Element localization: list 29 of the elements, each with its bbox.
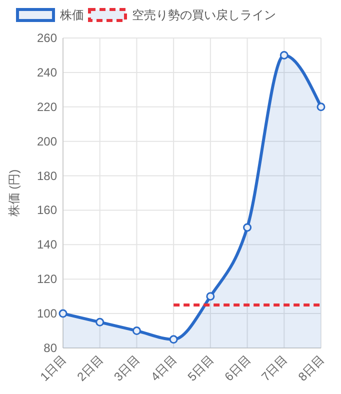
y-tick-label: 260 xyxy=(36,31,58,45)
point xyxy=(132,326,141,336)
x-tick-label: 8日目 xyxy=(296,352,328,384)
y-tick-label: 160 xyxy=(36,203,58,218)
y-tick-label: 120 xyxy=(36,272,58,286)
y-tick-label: 80 xyxy=(44,341,58,355)
y-tick-label: 100 xyxy=(36,306,58,321)
x-tick-label: 7日目 xyxy=(258,352,290,384)
x-tick-label: 2日目 xyxy=(74,352,106,384)
x-tick-label: 6日目 xyxy=(222,352,254,384)
point xyxy=(169,335,178,344)
y-tick-label: 220 xyxy=(36,100,58,114)
y-tick-label: 240 xyxy=(36,65,58,80)
y-axis-title: 株価 (円) xyxy=(7,169,21,218)
point xyxy=(96,318,104,326)
legend-label: 株価 xyxy=(59,8,84,22)
point xyxy=(206,292,215,301)
x-tick-label: 3日目 xyxy=(111,352,143,384)
legend-label: 空売り勢の買い戻しライン xyxy=(132,8,276,22)
point xyxy=(58,309,68,318)
point xyxy=(243,223,252,232)
point xyxy=(280,50,288,60)
y-tick-label: 180 xyxy=(36,168,58,183)
point xyxy=(316,102,326,112)
x-tick-label: 5日目 xyxy=(184,352,217,384)
x-tick-label: 1日目 xyxy=(38,352,70,384)
y-tick-label: 140 xyxy=(36,238,58,252)
x-tick-label: 4日目 xyxy=(148,352,180,384)
y-tick-label: 200 xyxy=(36,134,58,148)
